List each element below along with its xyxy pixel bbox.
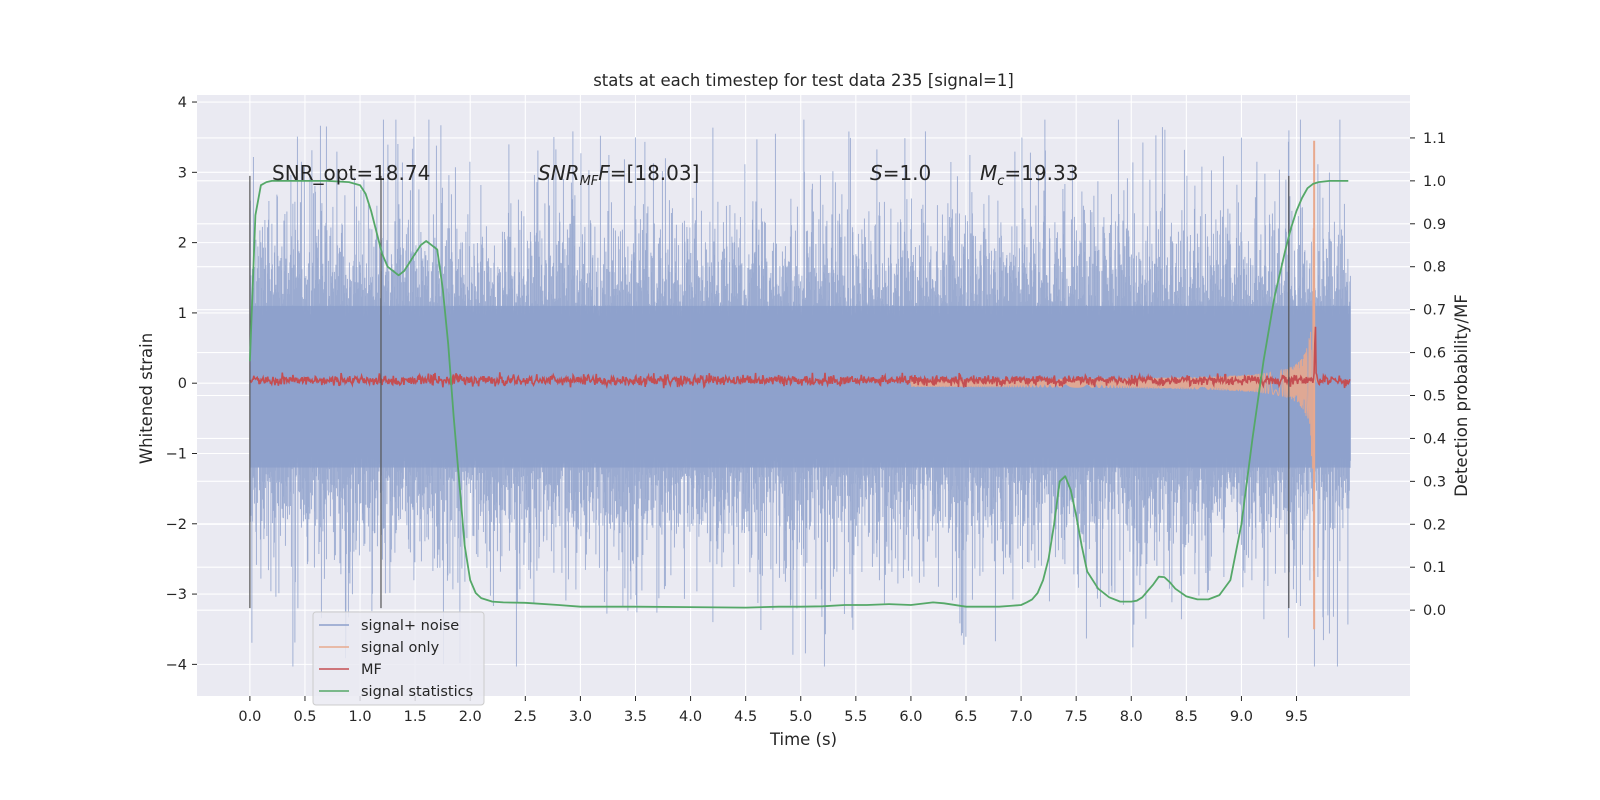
x-tick-label: 5.5: [844, 709, 867, 725]
x-tick-label: 3.0: [569, 709, 592, 725]
mf-trace: [249, 326, 1351, 390]
annotation-mc: Mc=19.33: [980, 161, 1078, 189]
y2-tick-label: 0.0: [1423, 603, 1446, 619]
x-tick-label: 2.5: [514, 709, 537, 725]
snr-mf-f: F: [598, 161, 610, 185]
y-tick-label: 3: [178, 165, 187, 181]
signal-statistics-trace: [249, 180, 1349, 609]
y2-tick-label: 0.3: [1423, 474, 1446, 490]
x-axis-label: Time (s): [769, 730, 837, 749]
y-tick-label: −1: [166, 446, 187, 462]
x-tick-label: 2.0: [459, 709, 482, 725]
series-signal-statistics: [249, 180, 1349, 609]
x-tick-label: 5.0: [789, 709, 812, 725]
y2-tick-label: 1.0: [1423, 174, 1446, 190]
x-tick-label: 7.0: [1010, 709, 1033, 725]
x-tick-label: 6.5: [954, 709, 977, 725]
axis-ticks: 0.0 0.5 1.0 1.5 2.0 2.5 3.0 3.5 4.0 4.5 5.0 5.5 6.0 6…: [166, 95, 1446, 725]
x-tick-label: 0.0: [238, 709, 261, 725]
mc-value: =19.33: [1004, 161, 1078, 185]
legend-box: [312, 611, 485, 706]
x-tick-label: 7.5: [1065, 709, 1088, 725]
y2-tick-label: 0.7: [1423, 303, 1446, 319]
y-tick-label: 1: [178, 306, 187, 322]
legend-label-signal-statistics: signal statistics: [361, 684, 473, 700]
snr-mf-base: SNR: [538, 161, 580, 185]
legend-label-signal-noise: signal+ noise: [361, 618, 459, 634]
x-tick-label: 9.0: [1230, 709, 1253, 725]
y-tick-label: 4: [178, 95, 187, 111]
x-tick-label: 9.5: [1285, 709, 1308, 725]
legend: signal+ noise signal only MF signal stat…: [312, 611, 485, 706]
s-value: =1.0: [883, 161, 932, 185]
series-mf: [249, 326, 1351, 390]
mc-symbol: M: [980, 161, 997, 185]
y-axis-label: Whitened strain: [137, 333, 156, 464]
y2-axis-label: Detection probability/MF: [1452, 294, 1471, 497]
annotation-s: S=1.0: [870, 161, 931, 185]
legend-label-mf: MF: [361, 662, 382, 678]
y2-tick-label: 0.2: [1423, 517, 1446, 533]
y2-tick-label: 0.1: [1423, 560, 1446, 576]
x-tick-label: 8.0: [1120, 709, 1143, 725]
y-tick-label: 0: [178, 376, 187, 392]
x-tick-label: 3.5: [624, 709, 647, 725]
x-tick-label: 4.5: [734, 709, 757, 725]
legend-label-signal-only: signal only: [361, 640, 440, 656]
y2-tick-label: 0.8: [1423, 260, 1446, 276]
x-tick-label: 4.0: [679, 709, 702, 725]
y2-tick-label: 0.9: [1423, 217, 1446, 233]
y2-tick-label: 1.1: [1423, 131, 1446, 147]
y2-tick-label: 0.4: [1423, 431, 1446, 447]
x-tick-label: 0.5: [293, 709, 316, 725]
y2-tick-label: 0.5: [1423, 389, 1446, 405]
x-tick-label: 8.5: [1175, 709, 1198, 725]
snr-mf-value: =[18.03]: [610, 161, 700, 185]
y-tick-label: −3: [166, 587, 187, 603]
x-tick-label: 1.0: [349, 709, 372, 725]
y-tick-label: −2: [166, 517, 187, 533]
chart-title: stats at each timestep for test data 235…: [593, 71, 1014, 90]
x-tick-label: 1.5: [404, 709, 427, 725]
annotation-snr-opt: SNR_opt=18.74: [272, 161, 430, 185]
annotation-snr-mf: SNRMFF=[18.03]: [538, 161, 699, 189]
y-tick-label: −4: [166, 657, 187, 673]
y-tick-label: 2: [178, 236, 187, 252]
snr-mf-subscript: MF: [580, 174, 599, 189]
mc-subscript: c: [997, 174, 1004, 189]
y2-tick-label: 0.6: [1423, 346, 1446, 362]
x-tick-label: 6.0: [899, 709, 922, 725]
s-symbol: S: [870, 161, 883, 185]
